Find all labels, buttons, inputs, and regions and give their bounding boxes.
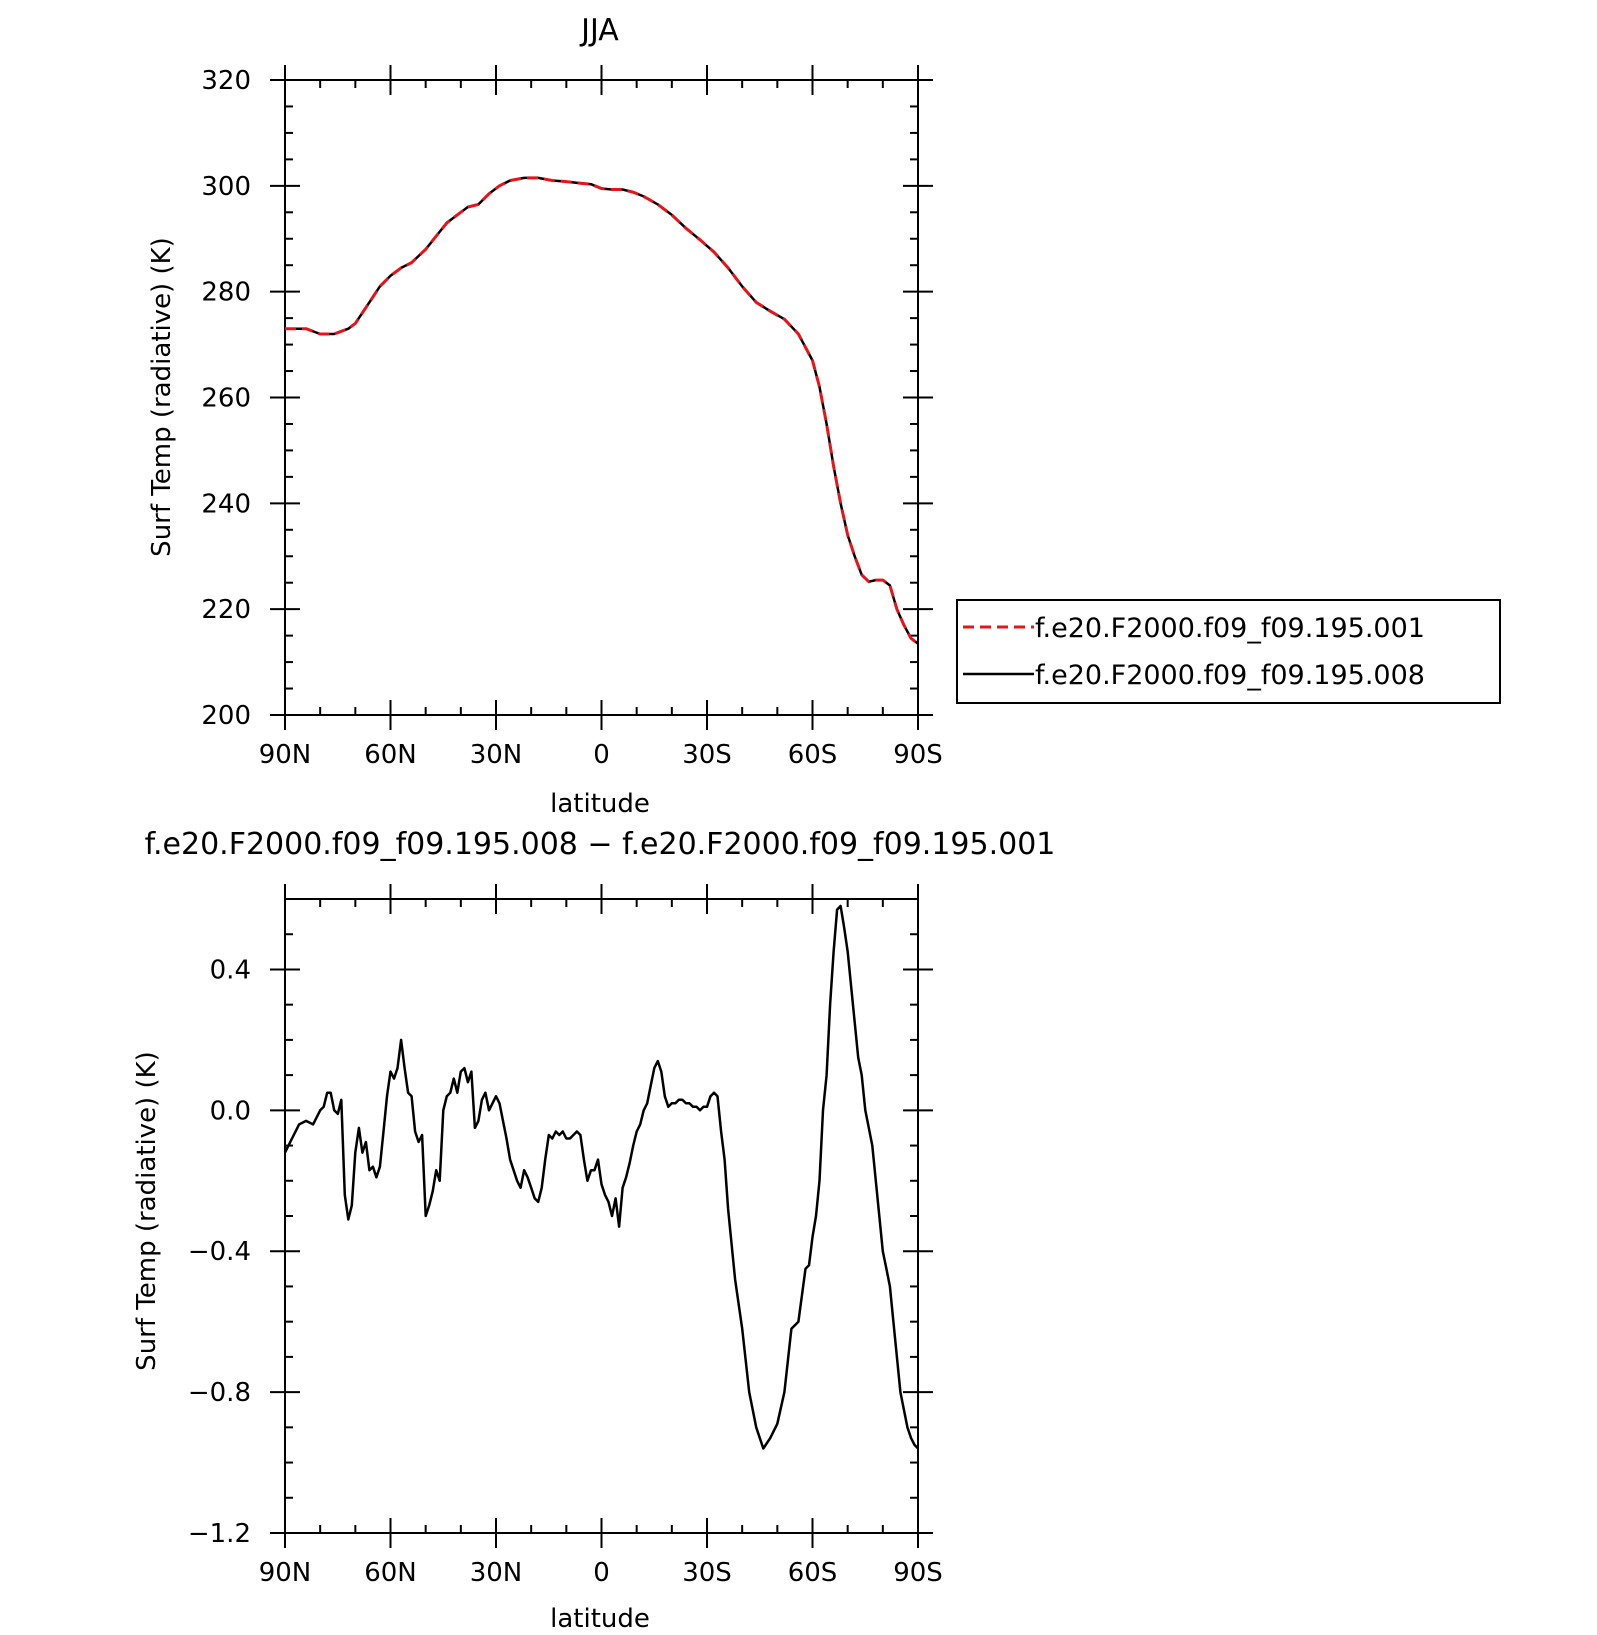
top-y-tick-label-220: 220 (201, 595, 251, 625)
top-x-tick-label-90s: 90S (893, 740, 943, 770)
bottom-chart-title: f.e20.F2000.f09_f09.195.008 − f.e20.F200… (145, 827, 1056, 862)
top-x-tick-label-90n: 90N (259, 740, 312, 770)
bottom-panel: f.e20.F2000.f09_f09.195.008 − f.e20.F200… (132, 827, 1055, 1634)
top-y-tick-label-300: 300 (201, 172, 251, 202)
legend-label-001: f.e20.F2000.f09_f09.195.001 (1035, 613, 1425, 644)
legend-box (956, 599, 1501, 704)
top-panel: JJA 90N 60N 30N 0 30S 60S 90S 200 220 240 260 280 30… (147, 13, 943, 819)
top-y-tick-label-200: 200 (201, 701, 251, 731)
top-y-tick-label-260: 260 (201, 384, 251, 414)
bottom-x-tick-label-0: 0 (593, 1558, 610, 1588)
bottom-y-tick-label-0-0: 0.0 (210, 1096, 251, 1126)
top-x-tick-label-60n: 60N (364, 740, 417, 770)
bottom-x-tick-label-30s: 30S (682, 1558, 732, 1588)
bottom-y-tick-label-0-4: 0.4 (210, 955, 251, 985)
top-y-tick-label-280: 280 (201, 278, 251, 308)
legend-label-008: f.e20.F2000.f09_f09.195.008 (1035, 660, 1425, 691)
bottom-x-tick-label-90s: 90S (893, 1558, 943, 1588)
bottom-x-axis-label: latitude (550, 1604, 650, 1634)
bottom-plot-frame (284, 898, 919, 1534)
bottom-x-tick-label-60n: 60N (364, 1558, 417, 1588)
top-x-tick-label-0: 0 (593, 740, 610, 770)
top-x-tick-label-30s: 30S (682, 740, 732, 770)
legend: f.e20.F2000.f09_f09.195.001 f.e20.F2000.… (956, 599, 1501, 704)
top-x-tick-label-30n: 30N (470, 740, 523, 770)
top-chart-title: JJA (579, 13, 619, 48)
top-x-tick-label-60s: 60S (788, 740, 838, 770)
top-y-tick-label-320: 320 (201, 66, 251, 96)
top-series-line-001 (285, 176, 919, 645)
bottom-y-tick-label-1-2: −1.2 (188, 1519, 251, 1549)
bottom-x-tick-label-30n: 30N (470, 1558, 523, 1588)
bottom-y-axis-label: Surf Temp (radiative) (K) (132, 1051, 162, 1371)
bottom-y-tick-label-0-8: −0.8 (188, 1378, 251, 1408)
bottom-x-tick-label-60s: 60S (788, 1558, 838, 1588)
bottom-x-tick-label-90n: 90N (259, 1558, 312, 1588)
bottom-series-line-0 (283, 904, 919, 1450)
top-y-axis-label: Surf Temp (radiative) (K) (147, 237, 177, 557)
bottom-y-tick-label-0-4: −0.4 (188, 1237, 251, 1267)
bottom-plot-area: 90N 60N 30N 0 30S 60S 90S −1.2 −0.8 −0.4 0.0 0.4 (188, 884, 943, 1588)
top-y-tick-label-240: 240 (201, 489, 251, 519)
top-x-axis-label: latitude (550, 789, 650, 819)
top-plot-area: 90N 60N 30N 0 30S 60S 90S 200 220 240 260 280 300 320 (201, 65, 943, 770)
